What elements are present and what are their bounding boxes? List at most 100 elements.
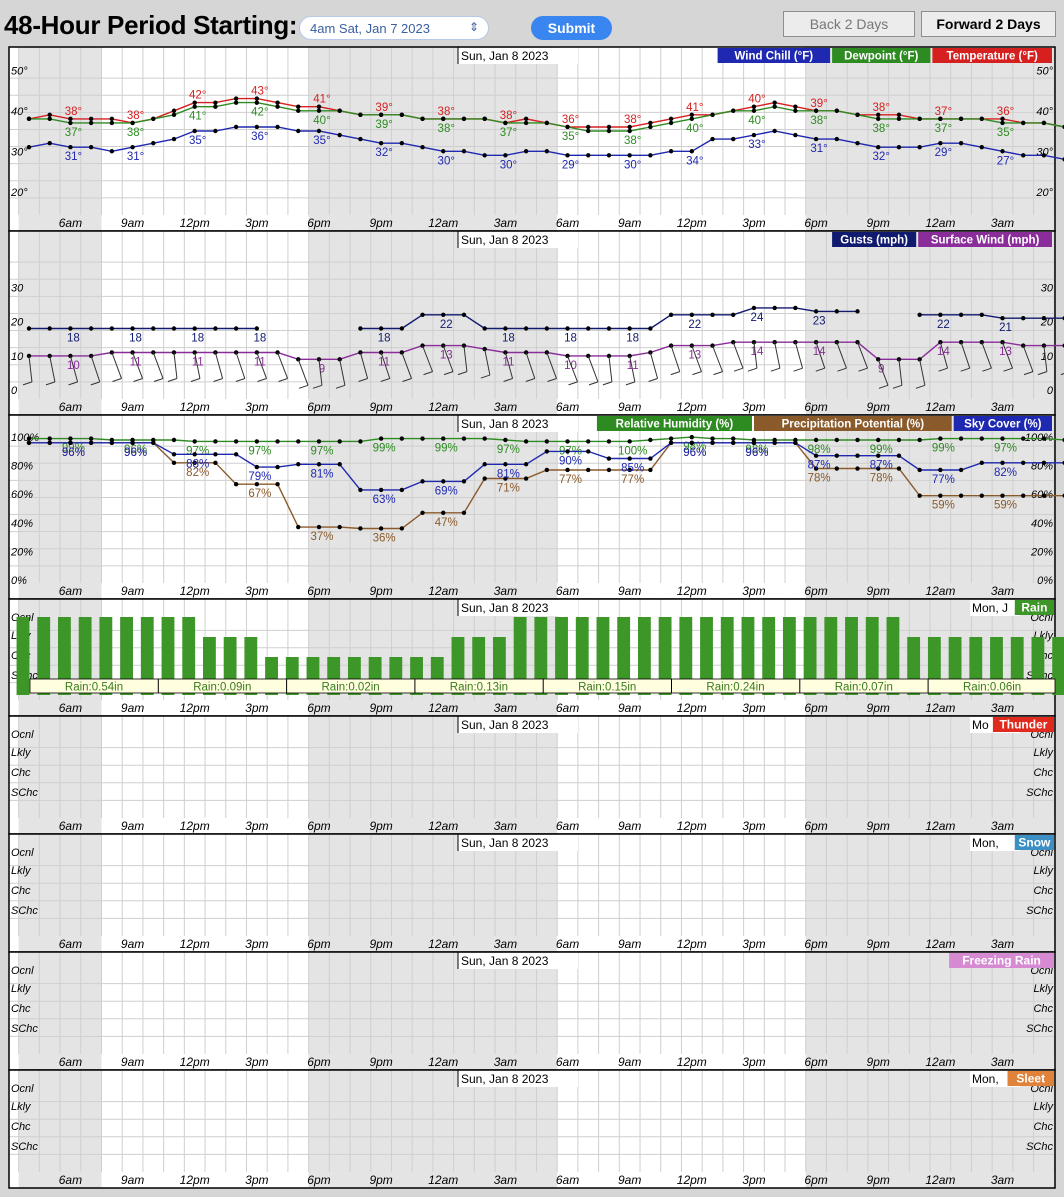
wind-barb [877,359,889,386]
wind-barb [747,367,758,372]
data-label: 87% [808,460,831,472]
data-point [606,124,612,130]
x-tick-label: 9am [618,1173,641,1187]
wind-barb [982,367,992,372]
data-point [171,136,177,142]
data-point [834,453,840,458]
x-tick-label: 9pm [369,584,392,598]
data-point [793,440,798,446]
rain-bar [679,617,693,695]
data-point [627,439,632,444]
data-point [979,145,984,150]
x-tick-label: 9pm [867,819,890,833]
data-point [26,326,32,331]
data-point [751,440,757,446]
data-point [958,312,964,317]
back-2-days-button[interactable]: Back 2 Days [783,11,915,37]
level-label-left: SChc [11,1023,38,1035]
data-point [482,326,487,331]
legend-label: Dewpoint (°F) [844,51,918,63]
data-point [793,104,798,109]
data-point [503,437,508,443]
legend-label: Snow [1018,836,1051,850]
data-label: 35° [562,131,579,143]
data-label: 37° [935,106,952,118]
data-label: 40° [313,115,330,127]
data-point [938,467,943,473]
data-point [399,350,405,355]
data-point [47,326,52,331]
rain-bar [58,617,71,695]
x-tick-label: 6pm [804,937,827,951]
data-point [544,120,550,126]
wind-barb [567,355,578,383]
date-label: Sun, Jan 8 2023 [461,718,549,732]
level-label-left: Chc [11,1121,31,1133]
x-tick-label: 3pm [742,937,765,951]
data-point [482,462,487,467]
data-label: 36° [997,106,1014,118]
data-point [213,460,218,466]
y-tick-label-left: 0% [11,575,27,587]
period-select-value: 4am Sat, Jan 7 2023 [310,21,430,36]
data-point [441,510,446,515]
data-point [47,116,52,122]
x-tick-label: 12pm [677,584,707,598]
x-tick-label: 12am [925,1055,955,1069]
data-point [523,326,529,331]
data-point [855,140,860,146]
rain-bar [637,617,651,695]
data-label: 39° [375,102,392,114]
data-point [544,467,550,473]
data-label: 41° [189,111,206,123]
data-point [896,453,902,458]
wind-barb [422,345,434,372]
wind-barb [68,381,78,386]
data-label: 88% [186,458,209,470]
period-select[interactable]: 4am Sat, Jan 7 2023 ⇕ [299,16,489,40]
x-tick-label: 6am [556,1055,579,1069]
data-point [565,467,570,473]
data-point [109,350,115,355]
data-point [213,100,218,105]
data-point [47,353,52,359]
data-point [358,136,363,142]
x-tick-label: 9am [618,400,641,414]
legend-swatch [992,717,1054,732]
data-point [813,437,819,443]
rain-bar [513,617,527,695]
data-point [441,116,446,122]
data-point [627,153,632,158]
data-point [731,108,736,113]
level-label-right: Lkly [1033,1101,1054,1113]
data-label: 32° [375,147,392,159]
data-point [1021,120,1026,126]
amount-strip [29,678,1056,694]
x-tick-label: 6pm [307,1173,330,1187]
data-point [606,456,612,461]
data-label: 96% [62,447,85,459]
data-point [68,116,73,122]
level-label-right: SChc [1026,905,1053,917]
data-point [378,487,384,493]
data-point [192,326,197,331]
data-point [130,440,135,446]
data-point [47,140,52,146]
submit-button[interactable]: Submit [531,16,612,40]
data-point [876,116,881,122]
level-label-right: Chc [1033,767,1053,779]
forward-2-days-button[interactable]: Forward 2 Days [921,11,1056,37]
wind-barb [278,378,288,382]
data-label: 38° [873,102,890,114]
wind-barb [359,352,369,379]
series-line [29,436,1064,443]
x-tick-label: 3pm [245,400,268,414]
wind-barb [713,371,723,376]
data-point [586,128,591,134]
wind-barb [547,378,557,382]
data-label: 97% [310,445,333,457]
date-label: Sun, Jan 8 2023 [461,954,549,968]
x-tick-label: 12pm [677,819,707,833]
wind-barb [457,371,468,376]
legend-swatch [1014,600,1054,615]
